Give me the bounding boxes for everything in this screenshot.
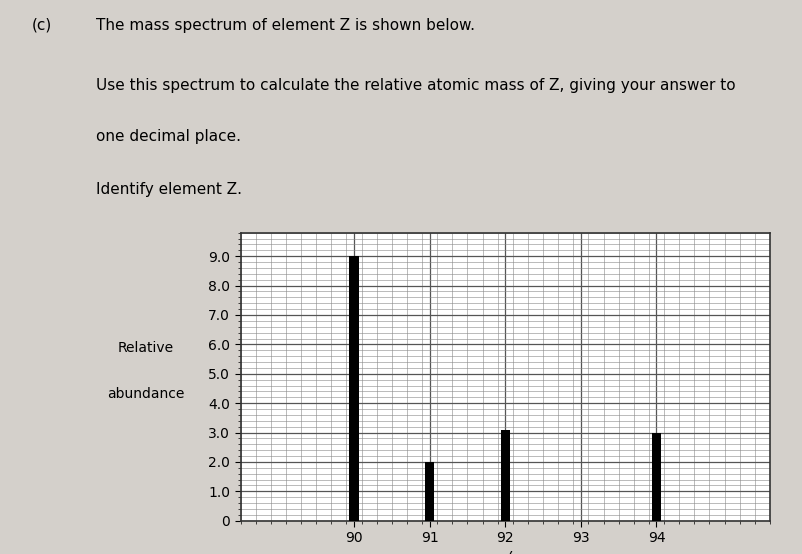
Text: The mass spectrum of element Z is shown below.: The mass spectrum of element Z is shown …: [96, 18, 476, 33]
Bar: [425, 462, 434, 521]
Text: one decimal place.: one decimal place.: [96, 129, 241, 143]
Bar: [652, 433, 661, 521]
X-axis label: m/z: m/z: [492, 551, 519, 554]
Bar: [500, 430, 510, 521]
Text: abundance: abundance: [107, 387, 184, 401]
Bar: [350, 256, 358, 521]
Text: (c): (c): [32, 18, 52, 33]
Text: Relative: Relative: [117, 341, 173, 355]
Text: Use this spectrum to calculate the relative atomic mass of Z, giving your answer: Use this spectrum to calculate the relat…: [96, 78, 736, 93]
Text: Identify element Z.: Identify element Z.: [96, 182, 242, 197]
